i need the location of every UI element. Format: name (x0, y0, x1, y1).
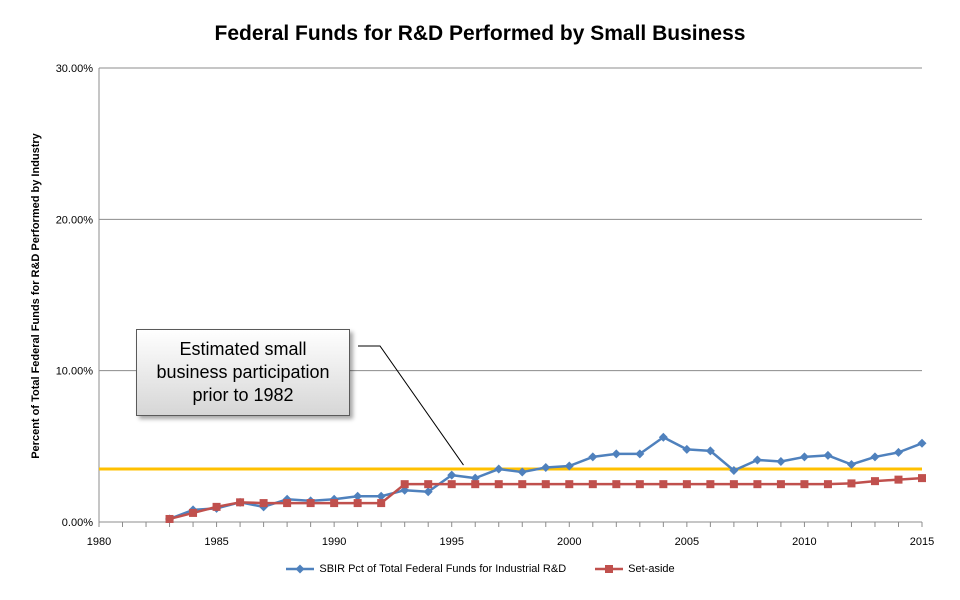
data-point (471, 480, 480, 489)
data-point (894, 475, 903, 484)
data-point (682, 444, 692, 454)
data-point (353, 499, 362, 508)
data-point (635, 449, 645, 459)
data-point (494, 480, 503, 489)
data-point (517, 467, 527, 477)
data-point (165, 514, 174, 523)
data-point (846, 459, 856, 469)
data-point (306, 499, 315, 508)
data-point (377, 499, 386, 508)
x-tick-label: 2010 (792, 536, 816, 548)
data-point (659, 480, 668, 489)
data-point (705, 446, 715, 456)
data-point (541, 480, 550, 489)
data-point (564, 461, 574, 471)
data-point (800, 480, 809, 489)
data-point (823, 480, 832, 489)
data-point (236, 498, 245, 507)
data-point (612, 480, 621, 489)
chart-title: Federal Funds for R&D Performed by Small… (214, 22, 746, 45)
data-point (259, 499, 268, 508)
x-tick-label: 1985 (204, 536, 228, 548)
data-point (330, 499, 339, 508)
data-point (541, 463, 551, 473)
data-point (799, 452, 809, 462)
legend-swatch (286, 564, 315, 574)
x-tick-label: 2000 (557, 536, 581, 548)
data-point (353, 491, 363, 501)
x-tick-label: 1990 (322, 536, 346, 548)
annotation-leader-line (358, 345, 464, 466)
data-point (212, 502, 221, 511)
data-point (283, 499, 292, 508)
data-point (376, 491, 386, 501)
data-point (776, 480, 785, 489)
data-point (447, 470, 457, 480)
data-point (752, 455, 762, 465)
data-point (494, 464, 504, 474)
x-tick-label: 1980 (87, 536, 111, 548)
data-point (917, 438, 927, 448)
data-point (870, 477, 879, 486)
data-point (588, 452, 598, 462)
y-tick-label: 10.00% (56, 366, 94, 378)
data-point (682, 480, 691, 489)
data-point (189, 508, 198, 517)
data-point (729, 480, 738, 489)
data-point (823, 450, 833, 460)
data-point (776, 456, 786, 466)
legend-swatch (595, 565, 624, 573)
data-point (400, 480, 409, 489)
legend-item-2: Set-aside (594, 563, 675, 575)
legend-item-1: SBIR Pct of Total Federal Funds for Indu… (285, 563, 566, 575)
series-line-1 (169, 436, 923, 521)
data-point (893, 447, 903, 457)
x-tick-label: 2005 (675, 536, 699, 548)
data-point (424, 480, 433, 489)
data-point (588, 480, 597, 489)
x-tick-label: 2015 (910, 536, 934, 548)
legend-label: SBIR Pct of Total Federal Funds for Indu… (319, 563, 567, 575)
data-point (729, 466, 739, 476)
legend: SBIR Pct of Total Federal Funds for Indu… (0, 560, 960, 578)
legend-label: Set-aside (628, 563, 675, 575)
data-point (847, 479, 856, 488)
y-tick-label: 30.00% (56, 63, 94, 75)
data-point (918, 474, 926, 483)
data-point (658, 432, 668, 442)
data-point (753, 480, 762, 489)
data-point (518, 480, 527, 489)
y-tick-label: 20.00% (56, 214, 94, 226)
y-tick-label: 0.00% (62, 517, 93, 529)
data-point (706, 480, 715, 489)
annotation-callout: Estimated small business participation p… (136, 329, 350, 416)
data-point (447, 480, 456, 489)
data-point (635, 480, 644, 489)
data-point (423, 487, 433, 497)
data-point (870, 452, 880, 462)
data-point (565, 480, 574, 489)
data-point (611, 449, 621, 459)
y-axis-title: Percent of Total Federal Funds for R&D P… (30, 132, 42, 458)
x-tick-label: 1995 (439, 536, 463, 548)
